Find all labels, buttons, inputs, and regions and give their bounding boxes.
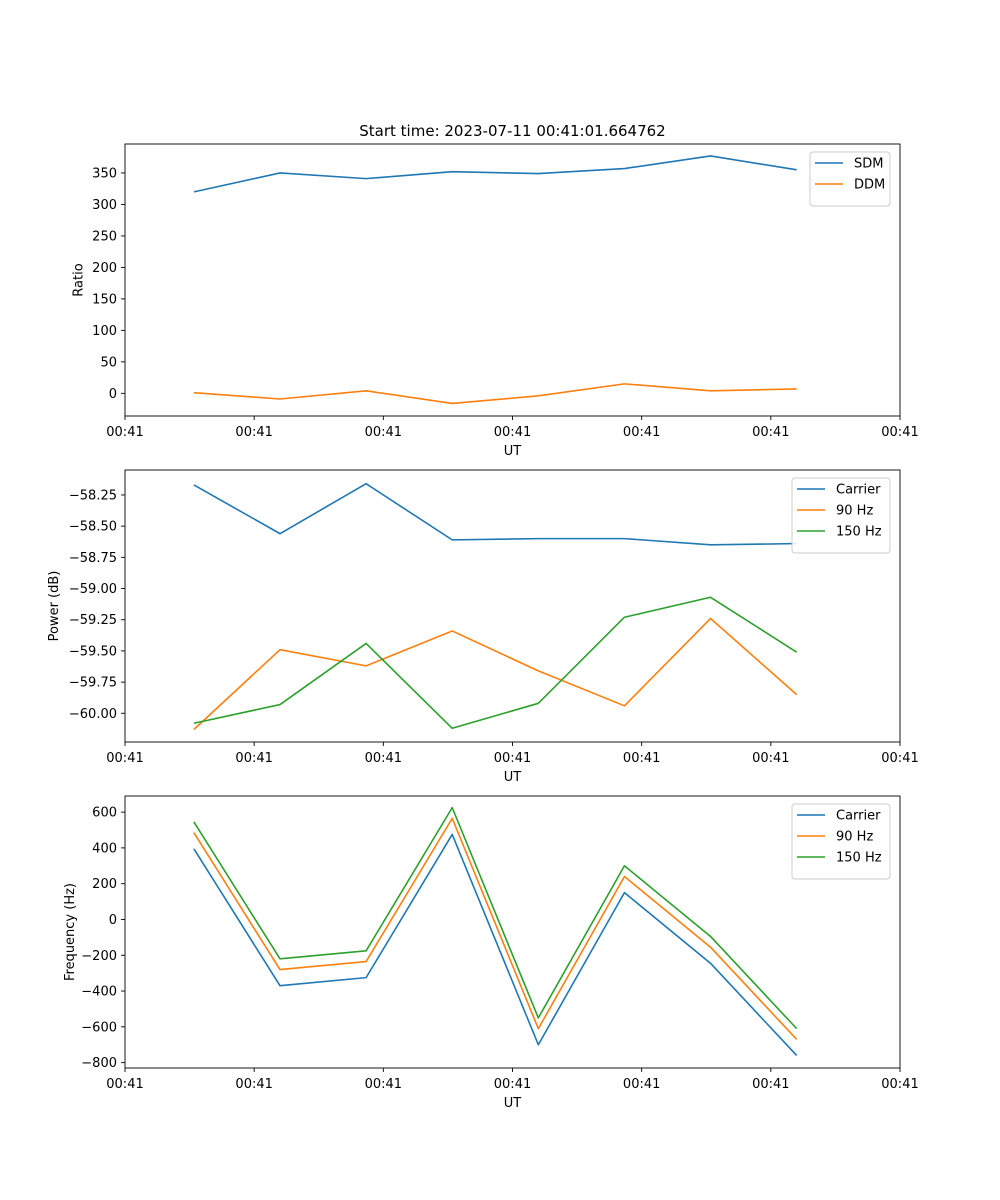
panel-1-x-tick-label: 00:41	[881, 425, 918, 440]
panel-3-x-tick-label: 00:41	[235, 1077, 272, 1092]
panel-3-series-150-hz-line	[193, 806, 798, 1030]
panel-2-x-tick-label: 00:41	[881, 751, 918, 766]
panel-2-y-tick-label: −58.50	[69, 520, 117, 535]
panel-2-series-carrier-line	[193, 482, 797, 546]
panel-1-x-tick-label: 00:41	[623, 425, 660, 440]
panel-1-series-sdm-line	[193, 155, 797, 193]
panel-3-legend-label-carrier: Carrier	[836, 809, 881, 824]
panel-3-y-axis-label: Frequency (Hz)	[63, 883, 78, 981]
panel-2-y-tick-label: −59.25	[69, 613, 117, 628]
panel-3-x-tick-label: 00:41	[623, 1077, 660, 1092]
panel-2-y-tick-label: −59.50	[69, 644, 117, 659]
panel-1-y-tick-label: 350	[92, 166, 117, 181]
panel-1-x-tick-label: 00:41	[235, 425, 272, 440]
panel-3-x-axis-label: UT	[504, 1096, 522, 1111]
panel-3-y-tick-label: −800	[81, 1056, 117, 1071]
panel-2-y-tick-label: −59.00	[69, 582, 117, 597]
panel-3-series-90-hz-line	[193, 817, 798, 1040]
panel-3-x-tick-label: 00:41	[494, 1077, 531, 1092]
panel-1-x-axis-label: UT	[504, 444, 522, 459]
panel-2-x-tick-label: 00:41	[623, 751, 660, 766]
panel-1-y-tick-label: 150	[92, 292, 117, 307]
panel-2-legend: Carrier 90 Hz 150 Hz	[791, 477, 891, 554]
panel-2-legend-label-150-hz: 150 Hz	[836, 525, 882, 540]
panel-2-x-axis-label: UT	[504, 770, 522, 785]
panel-2-y-tick-label: −59.75	[69, 676, 117, 691]
panel-3-y-tick-label: 400	[92, 841, 117, 856]
panel-2-x-tick-label: 00:41	[106, 751, 143, 766]
panel-3-y-tick-label: 0	[109, 913, 117, 928]
panel-3-legend-label-90-hz: 90 Hz	[836, 830, 873, 845]
panel-3: 00:41 00:41 00:41 00:41 00:41 00:41 00:41 UT 600…	[63, 795, 919, 1111]
panel-1-legend-box	[809, 151, 891, 207]
panel-3-series-carrier-line	[193, 833, 798, 1057]
panel-1-legend-label-sdm: SDM	[854, 157, 883, 172]
panel-1-x-tick-label: 00:41	[752, 425, 789, 440]
panel-3-x-tick-label: 00:41	[752, 1077, 789, 1092]
panel-3-legend-label-150-hz: 150 Hz	[836, 851, 882, 866]
panel-2-x-tick-label: 00:41	[235, 751, 272, 766]
panel-2-y-axis-label: Power (dB)	[47, 571, 62, 642]
panel-2-x-tick-label: 00:41	[365, 751, 402, 766]
panel-1-y-tick-label: 100	[92, 324, 117, 339]
panel-1-y-tick-label: 0	[109, 387, 117, 402]
panel-1-x-tick-label: 00:41	[365, 425, 402, 440]
panel-1-x-tick-label: 00:41	[494, 425, 531, 440]
panel-1-x-tick-label: 00:41	[106, 425, 143, 440]
panel-3-x-tick-label: 00:41	[365, 1077, 402, 1092]
panel-2-legend-label-carrier: Carrier	[836, 483, 881, 498]
panel-1-y-tick-label: 300	[92, 198, 117, 213]
panel-2-x-tick-label: 00:41	[752, 751, 789, 766]
panel-3-legend-box	[791, 803, 891, 880]
panel-1-y-axis-label: Ratio	[71, 263, 86, 296]
panel-2-y-tick-label: −60.00	[69, 707, 117, 722]
figure-title: Start time: 2023-07-11 00:41:01.664762	[359, 122, 665, 140]
panel-1-y-tick-label: 50	[100, 355, 117, 370]
panel-3-y-tick-label: 600	[92, 806, 117, 821]
panel-1-y-tick-label: 200	[92, 261, 117, 276]
panel-3-x-tick-label: 00:41	[106, 1077, 143, 1092]
panel-2-y-tick-label: −58.75	[69, 551, 117, 566]
panel-1-legend: SDM DDM	[809, 151, 891, 207]
panel-2-series-150-hz-line	[193, 596, 798, 730]
panel-1-legend-label-ddm: DDM	[854, 178, 885, 193]
panel-1-y-tick-label: 250	[92, 229, 117, 244]
panel-2-legend-label-90-hz: 90 Hz	[836, 504, 873, 519]
panel-3-y-tick-label: −600	[81, 1020, 117, 1035]
panel-3-y-tick-label: −200	[81, 949, 117, 964]
panel-2-legend-box	[791, 477, 891, 554]
panel-1-series-ddm-line	[193, 383, 797, 405]
panel-3-legend: Carrier 90 Hz 150 Hz	[791, 803, 891, 880]
panel-3-x-tick-label: 00:41	[881, 1077, 918, 1092]
panel-1: 00:41 00:41 00:41 00:41 00:41 00:41 00:41 UT 0 50…	[71, 143, 919, 459]
panel-2-y-tick-label: −58.25	[69, 488, 117, 503]
panel-2: 00:41 00:41 00:41 00:41 00:41 00:41 00:41 UT −58…	[47, 469, 919, 785]
panel-2-series-90-hz-line	[193, 617, 798, 731]
panel-3-y-tick-label: −400	[81, 985, 117, 1000]
panel-2-x-tick-label: 00:41	[494, 751, 531, 766]
panel-3-y-tick-label: 200	[92, 877, 117, 892]
